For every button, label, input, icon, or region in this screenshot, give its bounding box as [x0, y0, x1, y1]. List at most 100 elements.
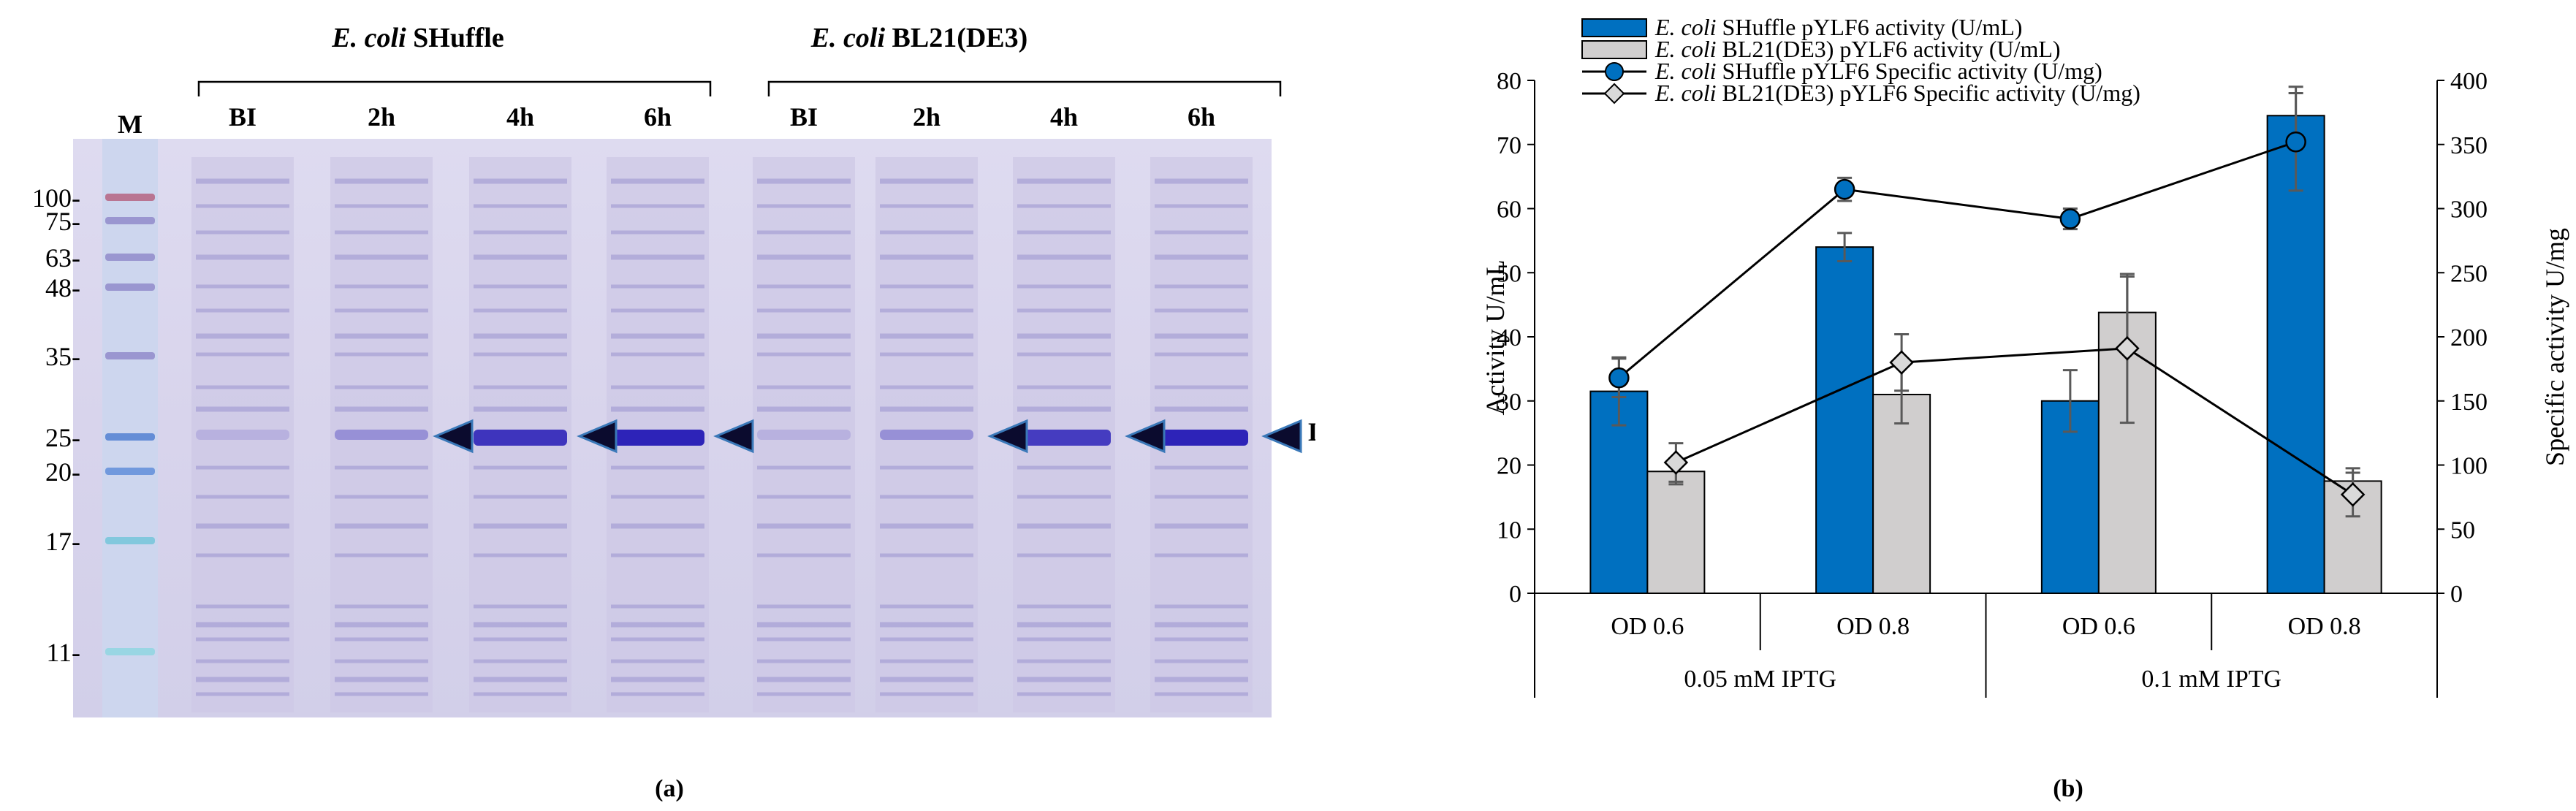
protein-band [611, 677, 704, 682]
protein-band [757, 178, 851, 184]
protein-band [196, 553, 289, 557]
chart-error-bars [1611, 85, 2360, 518]
line-point [1889, 350, 1914, 375]
protein-band [1155, 352, 1248, 357]
lipa-band [757, 430, 851, 440]
sample-lane [753, 157, 855, 712]
protein-band [880, 677, 973, 682]
protein-band [611, 385, 704, 389]
y2-tick-label: 300 [2450, 197, 2488, 224]
lane-label: BI [229, 102, 257, 132]
protein-band [1017, 553, 1111, 557]
protein-band [335, 204, 428, 208]
line-point [1834, 178, 1855, 200]
protein-band [335, 308, 428, 313]
protein-band [1017, 465, 1111, 470]
y-tick-label: 70 [1497, 132, 1521, 159]
protein-band [335, 333, 428, 339]
lipa-arrow [577, 419, 618, 454]
protein-band [196, 622, 289, 628]
line-point [2059, 208, 2081, 229]
protein-band [335, 385, 428, 389]
marker-band [105, 352, 155, 359]
protein-band [1017, 406, 1111, 412]
protein-band [611, 553, 704, 557]
protein-band [880, 495, 973, 499]
protein-band [196, 406, 289, 412]
protein-band [474, 637, 567, 641]
protein-band [196, 352, 289, 357]
y-tick-label: 60 [1497, 197, 1521, 224]
legend-entry: E. coli BL21(DE3) pYLF6 Specific activit… [1654, 80, 2140, 106]
protein-band [1017, 352, 1111, 357]
protein-band [611, 692, 704, 696]
legend-swatch [1581, 18, 1647, 37]
protein-band [880, 692, 973, 696]
protein-band [474, 308, 567, 313]
protein-band [196, 637, 289, 641]
sample-lane [330, 157, 433, 712]
protein-band [880, 308, 973, 313]
protein-band [196, 385, 289, 389]
protein-band [196, 692, 289, 696]
chart-legend: E. coli SHuffle pYLF6 activity (U/mL)E. … [1581, 14, 2140, 106]
protein-band [1155, 637, 1248, 641]
protein-band [757, 385, 851, 389]
marker-band [105, 537, 155, 544]
y-axis-label: Activity U/mL [1481, 260, 1510, 416]
sample-lane [875, 157, 978, 712]
protein-band [880, 465, 973, 470]
protein-band [611, 230, 704, 235]
protein-band [335, 604, 428, 609]
protein-band [196, 604, 289, 609]
protein-band [1017, 659, 1111, 663]
panel-a-label: (a) [655, 775, 684, 802]
lane-label: 6h [1188, 102, 1215, 132]
protein-band [757, 204, 851, 208]
protein-band [611, 622, 704, 628]
protein-band [1155, 622, 1248, 628]
protein-band [757, 333, 851, 339]
lipa-bands [196, 430, 1248, 446]
line-point [1663, 450, 1689, 475]
marker-size-labels: 100-75- 63-48- 35- 25- 20- 17- 11- [32, 183, 80, 667]
protein-band [611, 659, 704, 663]
marker-lane [102, 139, 158, 717]
protein-band [1155, 692, 1248, 696]
marker-size-label: 100- [32, 183, 80, 213]
protein-band [1017, 677, 1111, 682]
lipa-band [880, 430, 973, 440]
protein-band [474, 604, 567, 609]
protein-band [474, 254, 567, 260]
group-bracket-bl21 [767, 80, 1282, 96]
protein-band [757, 308, 851, 313]
y2-tick-label: 50 [2450, 517, 2475, 544]
sds-page-gel-panel: E. coli SHuffle E. coli BL21(DE3) M BI 2h… [32, 23, 1315, 802]
marker-size-label: 11- [46, 638, 80, 667]
protein-band [335, 637, 428, 641]
lipa-band [335, 430, 428, 440]
protein-band [1155, 406, 1248, 412]
category-group-label: 0.1 mM IPTG [2141, 666, 2281, 693]
protein-band [474, 178, 567, 184]
protein-band [611, 204, 704, 208]
protein-band [196, 178, 289, 184]
protein-band [474, 230, 567, 235]
protein-band [196, 284, 289, 289]
protein-band [474, 352, 567, 357]
protein-band [335, 622, 428, 628]
protein-band [880, 254, 973, 260]
protein-band [474, 495, 567, 499]
protein-band [1155, 284, 1248, 289]
group-title-bl21: E. coli BL21(DE3) [810, 23, 1028, 53]
legend-swatch [1581, 40, 1647, 59]
protein-band [1017, 204, 1111, 208]
protein-band [757, 230, 851, 235]
protein-band [474, 622, 567, 628]
protein-band [1017, 284, 1111, 289]
protein-band [335, 352, 428, 357]
sample-lane [191, 157, 294, 712]
y-tick-label: 10 [1497, 517, 1521, 544]
lipa-band [1155, 430, 1248, 446]
protein-band [880, 553, 973, 557]
